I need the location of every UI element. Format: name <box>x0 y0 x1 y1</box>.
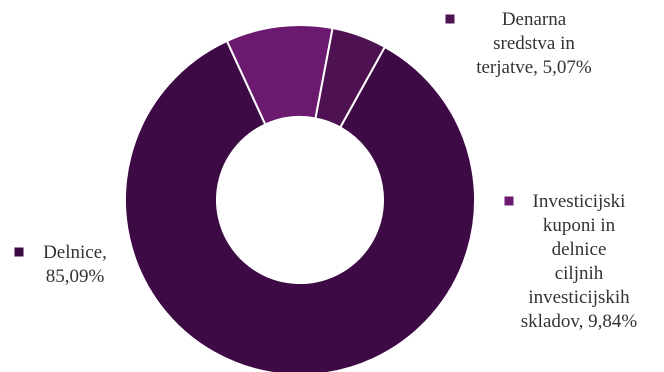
slice-label-1: Investicijski kuponi in delnice ciljnih inve… <box>521 191 638 332</box>
slice-label-1-line-4: investicijskih <box>528 287 630 308</box>
slice-label-0: Delnice, 85,09% <box>43 242 107 287</box>
slice-0 <box>124 39 476 372</box>
slice-label-1-line-1: kuponi in <box>543 215 616 236</box>
legend-marker-2 <box>445 14 455 24</box>
slice-label-2-line-0: Denarna <box>502 9 567 30</box>
slice-label-1-line-3: ciljnih <box>555 263 604 284</box>
slice-label-1-line-0: Investicijski <box>533 191 626 212</box>
slices-group <box>124 24 476 372</box>
slice-label-1-line-5: skladov, 9,84% <box>521 311 638 332</box>
legend-marker-1 <box>504 196 514 206</box>
slice-label-0-line-0: Delnice, <box>43 242 107 263</box>
slice-label-2-line-1: sredstva in <box>493 33 575 54</box>
labels-group: Delnice, 85,09% Investicijski kuponi in deln… <box>14 9 638 332</box>
legend-marker-0 <box>14 247 24 257</box>
slice-label-2-line-2: terjatve, 5,07% <box>476 57 592 78</box>
slice-label-0-line-1: 85,09% <box>46 266 105 287</box>
slice-2 <box>314 26 387 129</box>
slice-label-1-line-2: delnice <box>552 239 607 260</box>
slice-label-2: Denarna sredstva in terjatve, 5,07% <box>476 9 592 78</box>
